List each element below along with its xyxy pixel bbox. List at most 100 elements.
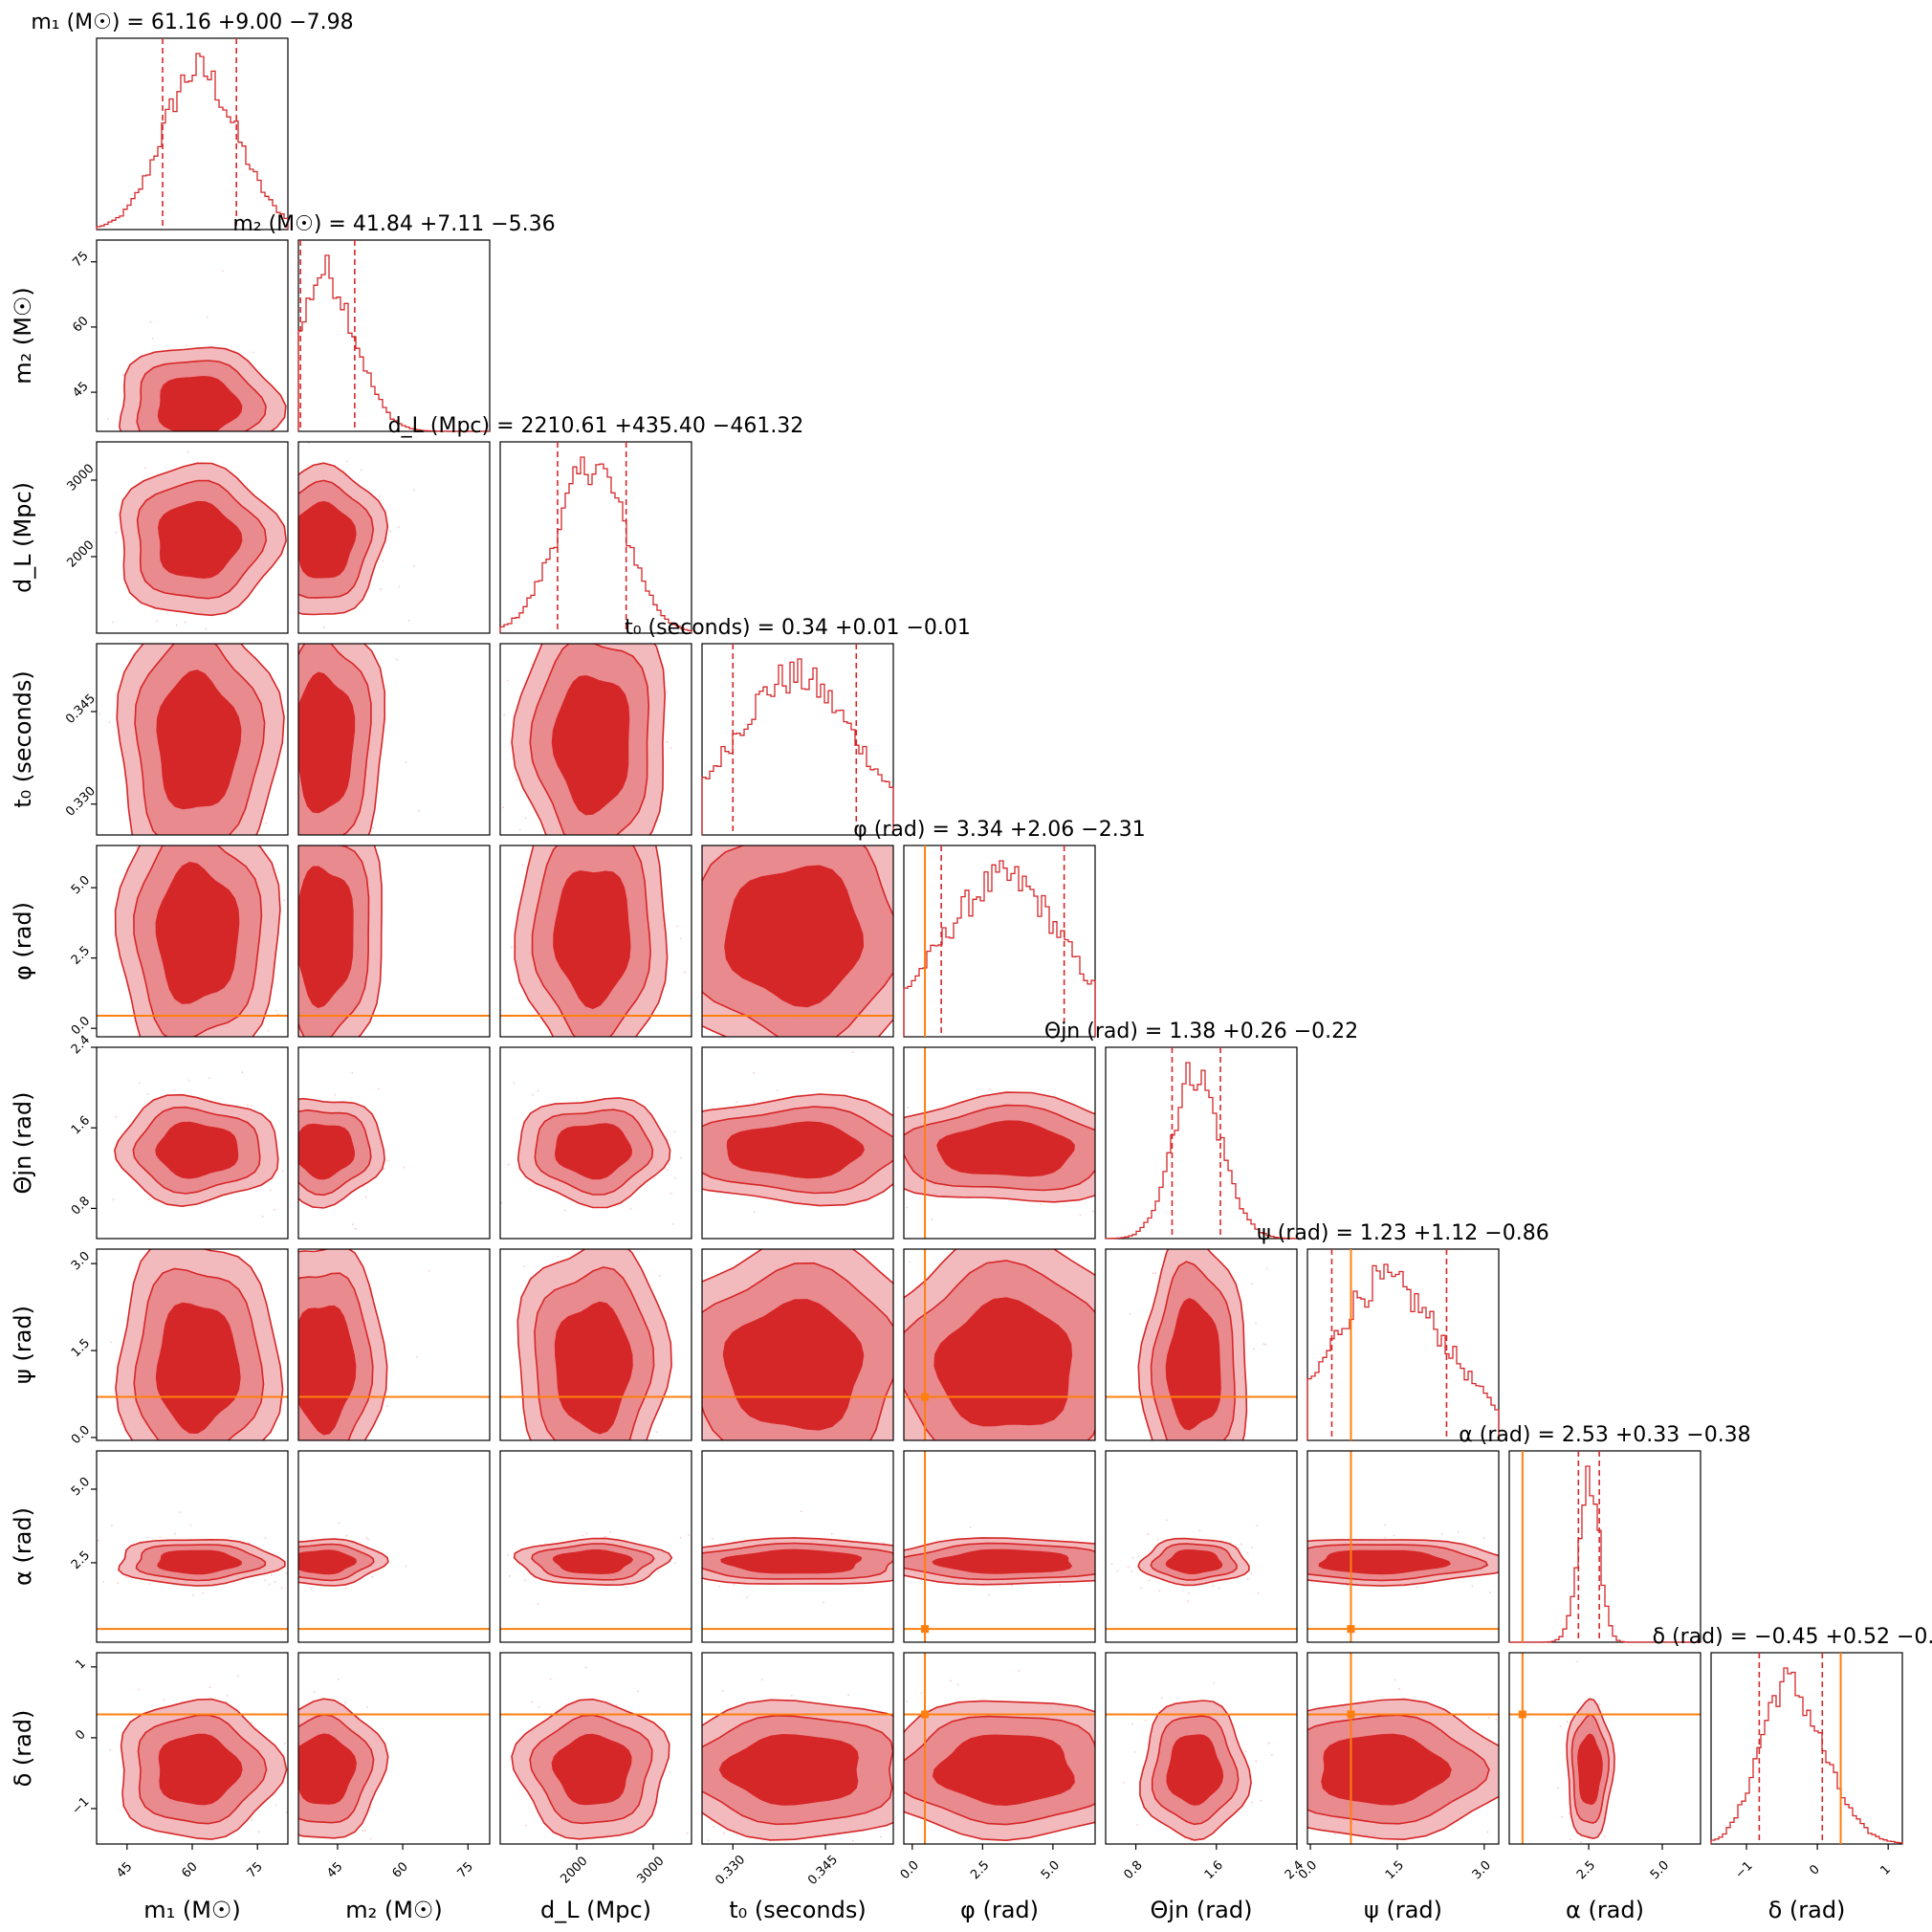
sample-point	[934, 1102, 936, 1104]
sample-point	[1103, 1708, 1105, 1710]
sample-point	[1223, 1587, 1225, 1589]
sample-point	[274, 1050, 275, 1052]
panel-frame	[701, 1652, 894, 1845]
sample-point	[1147, 1533, 1150, 1536]
sample-point	[629, 1208, 632, 1210]
sample-point	[1185, 1483, 1187, 1485]
sample-point	[1271, 1771, 1273, 1773]
y-axis-psi: 0.0 1.5 3.0 ψ (rad)	[10, 1249, 97, 1447]
sample-point	[275, 1009, 277, 1012]
sample-point	[382, 560, 384, 562]
sample-point	[916, 1219, 918, 1221]
contour-level-3	[720, 1548, 863, 1574]
sample-point	[964, 1479, 966, 1481]
sample-point	[693, 1548, 695, 1549]
sample-point	[487, 1691, 489, 1693]
sample-point	[344, 1701, 347, 1704]
sample-point	[1482, 1537, 1485, 1540]
sample-point	[1253, 1348, 1255, 1350]
sample-point	[99, 713, 101, 715]
sample-point	[327, 1858, 329, 1860]
sample-point	[284, 1583, 286, 1585]
sample-point	[285, 1087, 287, 1088]
histogram-theta_jn	[1105, 1062, 1298, 1240]
panel-title-m1: m₁ (M☉) = 61.16 +9.00 −7.98	[31, 11, 353, 34]
density-contours	[97, 845, 288, 1064]
density-contours	[112, 1071, 284, 1218]
sample-point	[1212, 1585, 1214, 1587]
hist-panel-t0: t₀ (seconds) = 0.34 +0.01 −0.01	[625, 616, 971, 836]
sample-point	[931, 1218, 933, 1220]
sample-point	[344, 837, 346, 839]
sample-point	[379, 495, 381, 497]
hist-panel-delta: δ (rad) = −0.45 +0.52 −0.37	[1653, 1625, 1932, 1845]
sample-point	[894, 1750, 896, 1752]
sample-point	[147, 1536, 150, 1539]
y-tick-label: 2.5	[69, 944, 93, 968]
y-tick-label: 75	[70, 249, 91, 270]
panel-frame	[1710, 1652, 1903, 1845]
sample-point	[823, 1601, 824, 1604]
sample-point	[266, 584, 268, 586]
sample-point	[372, 1459, 374, 1460]
sample-point	[989, 1459, 991, 1460]
sample-point	[110, 1341, 113, 1344]
sample-point	[139, 450, 141, 452]
sample-point	[625, 1074, 626, 1076]
sample-point	[268, 1583, 271, 1586]
panel-frame	[297, 441, 491, 634]
sample-point	[360, 469, 362, 472]
sample-point	[1289, 1559, 1291, 1561]
sample-point	[510, 843, 512, 845]
x-axis-label-dL: d_L (Mpc)	[540, 1897, 651, 1923]
sample-point	[255, 455, 257, 457]
sample-point	[1134, 1838, 1136, 1840]
sample-point	[1603, 1835, 1606, 1837]
truth-marker	[921, 1393, 930, 1401]
panel-psi-vs-phi	[903, 1233, 1113, 1504]
sample-point	[668, 1770, 670, 1773]
sample-point	[658, 1275, 661, 1277]
sample-point	[1260, 1799, 1262, 1802]
sample-point	[293, 1735, 295, 1737]
histogram-phi	[903, 860, 1096, 1037]
sample-point	[1111, 1502, 1113, 1504]
sample-point	[1117, 1701, 1119, 1702]
density-contours	[658, 1051, 936, 1214]
sample-point	[674, 1176, 676, 1179]
sample-point	[282, 1062, 284, 1064]
sample-point	[156, 620, 159, 623]
sample-point	[282, 1849, 284, 1851]
sample-point	[1166, 1519, 1168, 1522]
sample-point	[1501, 1878, 1503, 1880]
panel-alpha-vs-psi	[1289, 1450, 1607, 1643]
sample-point	[1183, 1529, 1185, 1531]
sample-point	[1102, 1195, 1104, 1197]
sample-point	[668, 1163, 670, 1165]
sample-point	[285, 731, 287, 733]
y-tick-label: 2.4	[69, 1033, 93, 1057]
sample-point	[283, 899, 286, 902]
panel-delta-vs-theta_jn	[1105, 1652, 1298, 1845]
panel-alpha-vs-dL	[499, 1450, 692, 1643]
sample-point	[1110, 1233, 1112, 1235]
sample-point	[783, 1065, 785, 1066]
sample-point	[540, 1848, 542, 1850]
sample-point	[252, 351, 255, 354]
sample-point	[115, 531, 118, 534]
sample-point	[900, 1846, 902, 1848]
sample-point	[718, 1585, 721, 1588]
sample-point	[1532, 1754, 1534, 1756]
sample-point	[149, 320, 152, 323]
sample-point	[163, 1699, 165, 1701]
sample-point	[1605, 1560, 1607, 1562]
sample-point	[581, 1534, 583, 1537]
truth-marker	[1347, 1710, 1355, 1719]
sample-point	[1506, 1570, 1508, 1571]
panel-frame	[499, 1248, 692, 1441]
sample-point	[658, 1119, 660, 1121]
contour-level-3	[1165, 1548, 1223, 1574]
sample-point	[776, 1089, 779, 1092]
sample-point	[264, 1579, 267, 1582]
